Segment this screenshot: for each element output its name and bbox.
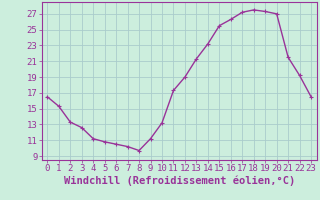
X-axis label: Windchill (Refroidissement éolien,°C): Windchill (Refroidissement éolien,°C) bbox=[64, 176, 295, 186]
